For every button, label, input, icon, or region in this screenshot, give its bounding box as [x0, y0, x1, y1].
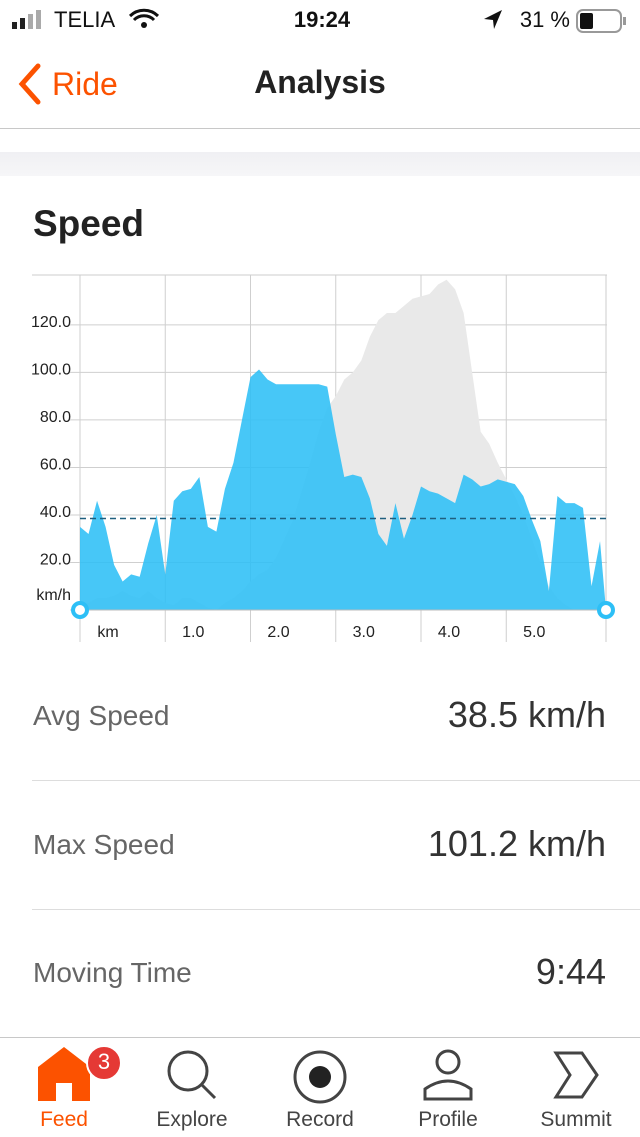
- y-tick-label: 20.0: [40, 552, 71, 569]
- stat-value: 101.2 km/h: [427, 823, 606, 864]
- tab-label[interactable]: Record: [286, 1108, 354, 1131]
- speed-chart: km/h 20.0 40.0 60.0 80.0 100.0 120.0 km 1.0 2.0 3.…: [31, 274, 615, 642]
- tab-bar: [0, 1037, 640, 1137]
- x-tick-label: 5.0: [523, 624, 545, 641]
- clock: 19:24: [294, 7, 351, 32]
- x-tick-label: 1.0: [182, 624, 204, 641]
- back-button[interactable]: Ride: [16, 62, 118, 106]
- x-tick-label: 3.0: [353, 624, 375, 641]
- stat-label: Avg Speed: [33, 700, 170, 731]
- y-tick-label: 120.0: [31, 314, 71, 331]
- stat-value: 38.5 km/h: [447, 694, 606, 735]
- stat-value: 9:44: [535, 951, 606, 992]
- y-tick-label: 40.0: [40, 504, 71, 521]
- x-tick-label: 4.0: [438, 624, 460, 641]
- status-bar: TELIA 19:24 31 %: [12, 7, 626, 33]
- range-handle: [597, 601, 615, 619]
- tab-icons: [38, 1045, 599, 1104]
- card-title: Speed: [33, 203, 145, 244]
- divider: [32, 909, 640, 910]
- stat-label: Moving Time: [33, 957, 192, 988]
- back-chevron: [18, 63, 41, 105]
- range-handle: [71, 601, 89, 619]
- battery-level: 31 %: [520, 7, 570, 32]
- stat-label: Max Speed: [33, 829, 175, 860]
- y-tick-label: km/h: [36, 587, 71, 604]
- tab-label[interactable]: Explore: [156, 1108, 228, 1131]
- x-tick-label: 2.0: [267, 624, 289, 641]
- x-tick-label: km: [97, 624, 118, 641]
- tab-label[interactable]: Summit: [540, 1108, 612, 1131]
- carrier: TELIA: [54, 7, 115, 32]
- tab-label[interactable]: Profile: [418, 1108, 478, 1131]
- tab-label[interactable]: Feed: [40, 1108, 88, 1131]
- y-tick-label: 60.0: [40, 457, 71, 474]
- separator-band: [0, 152, 640, 176]
- y-tick-label: 80.0: [40, 409, 71, 426]
- speed-area: [80, 369, 606, 610]
- back-label: Ride: [52, 65, 118, 102]
- nav-bar: Ride Analysis: [0, 40, 640, 129]
- tab-badge: 3: [97, 1049, 111, 1074]
- divider: [32, 780, 640, 781]
- nav-title: Analysis: [254, 64, 386, 100]
- y-tick-label: 100.0: [31, 362, 71, 379]
